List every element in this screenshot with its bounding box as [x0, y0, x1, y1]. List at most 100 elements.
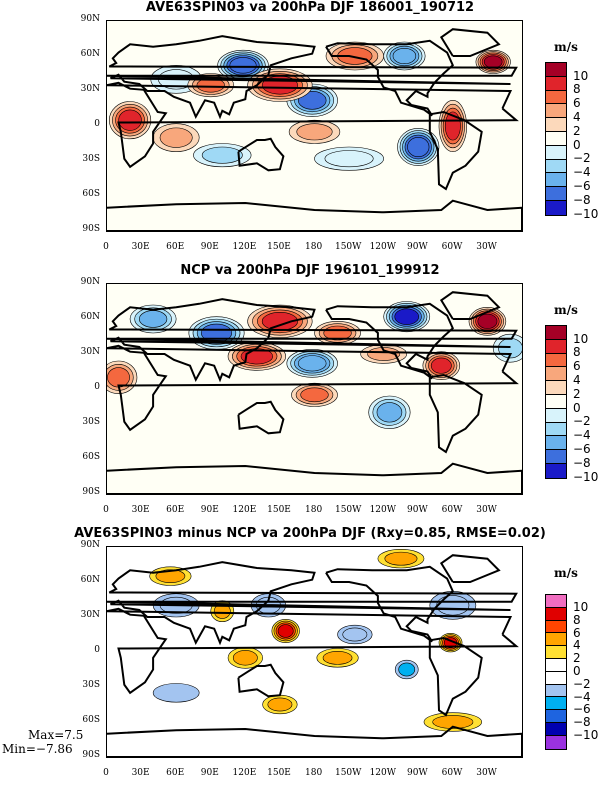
- colorbar-swatch: [545, 435, 567, 451]
- lon-tick-label: 90E: [200, 242, 219, 252]
- colorbar-label: −8: [573, 192, 591, 207]
- colorbar-swatch: [545, 186, 567, 201]
- contour-level: [300, 387, 329, 403]
- lon-tick-label: 150E: [267, 505, 291, 515]
- coastline: [237, 400, 285, 435]
- lat-tick-label: 60N: [80, 49, 100, 59]
- coastline: [107, 561, 518, 646]
- lat-tick-label: 60S: [82, 715, 100, 725]
- contour-level: [229, 57, 257, 74]
- lon-tick-label: 150E: [267, 768, 291, 778]
- lat-tick-label: 90N: [80, 14, 100, 24]
- lon-tick-label: 60E: [166, 768, 185, 778]
- colorbar-swatch: [545, 75, 567, 91]
- anomaly-blob: [383, 301, 431, 333]
- colorbar-swatch: [545, 658, 567, 672]
- map-svg: [107, 284, 522, 494]
- colorbar-swatch: [545, 709, 567, 723]
- lon-tick-label: 150W: [334, 242, 362, 252]
- lon-tick-label: 150E: [267, 242, 291, 252]
- lon-tick-label: 30E: [131, 768, 150, 778]
- lon-tick-label: 90W: [407, 242, 428, 252]
- lon-tick-label: 150W: [334, 768, 362, 778]
- lat-tick-label: 60S: [82, 189, 100, 199]
- colorbar-swatch: [545, 407, 567, 423]
- anomaly-blob: [468, 307, 507, 336]
- lat-tick-label: 90S: [82, 487, 100, 497]
- colorbar-label: 6: [573, 359, 581, 374]
- lon-tick-label: 120E: [232, 505, 257, 515]
- contour-level: [444, 111, 461, 141]
- colorbar-label: 4: [573, 109, 581, 124]
- lon-tick-label: 180: [305, 505, 323, 515]
- coastline: [428, 373, 483, 454]
- coastline: [439, 554, 501, 583]
- lat-tick-label: 90N: [80, 540, 100, 550]
- colorbar-swatch: [545, 131, 567, 146]
- colorbar-label: −10: [573, 728, 599, 743]
- colorbar-swatch: [545, 325, 567, 340]
- colorbar-label: 6: [573, 96, 581, 111]
- contour-level: [152, 683, 200, 703]
- colorbar-swatch: [545, 394, 567, 409]
- units-label: m/s: [554, 566, 578, 580]
- colorbar-swatch: [545, 683, 567, 698]
- colorbar-swatch: [545, 722, 567, 736]
- colorbar-swatch: [545, 463, 567, 479]
- lat-tick-label: 30N: [80, 347, 100, 357]
- coastline: [325, 39, 455, 117]
- colorbar-label: 6: [573, 625, 581, 640]
- anomaly-blob: [227, 342, 286, 371]
- stat-max: Max=7.5: [28, 728, 84, 742]
- lon-tick-label: 0: [103, 768, 109, 778]
- contour-level: [267, 697, 293, 712]
- anomaly-blob: [188, 316, 245, 350]
- anomaly-blob: [316, 648, 359, 668]
- anomaly-blob: [193, 143, 252, 168]
- colorbar-swatch: [545, 172, 567, 188]
- lon-tick-label: 90W: [407, 505, 428, 515]
- lat-tick-label: 30N: [80, 84, 100, 94]
- anomaly-blob: [314, 146, 384, 171]
- colorbar-label: −4: [573, 689, 591, 704]
- colorbar-label: −4: [573, 428, 591, 443]
- anomaly-blob: [314, 321, 361, 345]
- panel-title: AVE63SPIN03 minus NCP va 200hPa DJF (Rxy…: [74, 526, 546, 541]
- contour-level: [159, 127, 193, 148]
- coastline: [428, 636, 483, 717]
- anomaly-blob: [247, 304, 313, 338]
- coastline: [107, 81, 519, 169]
- map-plot: [106, 20, 523, 232]
- anomaly-blob: [360, 344, 408, 364]
- contour-level: [477, 313, 498, 329]
- anomaly-blob: [291, 382, 338, 407]
- lon-tick-label: 30E: [131, 242, 150, 252]
- contour-level: [201, 146, 243, 164]
- contour-level: [430, 357, 452, 374]
- contour-level: [367, 347, 401, 361]
- lat-tick-label: 90N: [80, 277, 100, 287]
- anomaly-blob: [438, 633, 463, 653]
- colorbar-label: 8: [573, 345, 581, 360]
- coastline: [107, 725, 522, 757]
- lat-tick-label: 90S: [82, 224, 100, 234]
- anomaly-blob: [438, 100, 467, 152]
- lon-tick-label: 120W: [369, 505, 397, 515]
- colorbar-label: 0: [573, 664, 581, 679]
- contour-level: [436, 595, 470, 616]
- contour-level: [392, 47, 417, 64]
- contour-level: [138, 310, 168, 328]
- contour-level: [342, 627, 368, 642]
- colorbar-swatch: [545, 696, 567, 711]
- lon-tick-label: 90W: [407, 768, 428, 778]
- coastline: [237, 663, 285, 698]
- lon-tick-label: 120E: [232, 242, 257, 252]
- anomaly-blob: [422, 351, 461, 380]
- coastline: [428, 110, 483, 191]
- anomaly-blob: [217, 49, 269, 81]
- contour-level: [296, 123, 333, 141]
- lat-tick-label: 30S: [82, 154, 100, 164]
- anomaly-blob: [288, 119, 341, 144]
- lon-tick-label: 120W: [369, 768, 397, 778]
- colorbar-label: −10: [573, 206, 599, 221]
